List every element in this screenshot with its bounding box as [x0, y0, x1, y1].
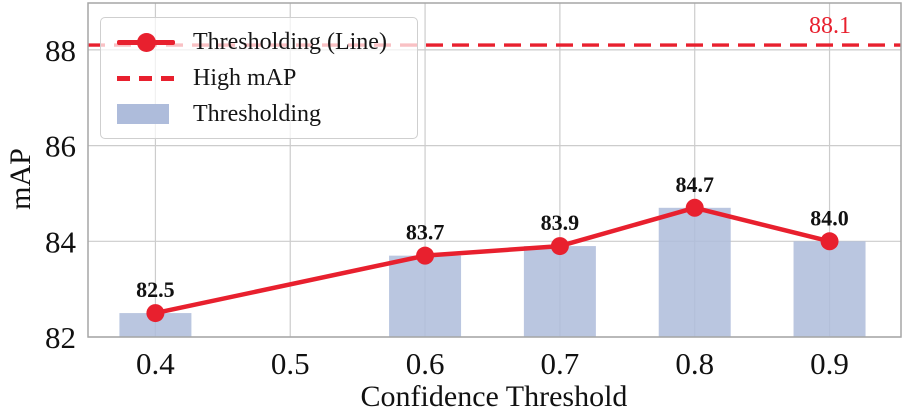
x-tick-0.6: 0.6 — [406, 346, 445, 381]
bar-0.4 — [119, 313, 192, 337]
label-layer: 82.5 83.7 83.9 84.7 84.0 — [136, 172, 849, 302]
legend-row-1: High mAP — [115, 66, 409, 90]
legend-label: Thresholding (Line) — [193, 29, 387, 55]
bar-0.6 — [389, 255, 462, 337]
plot-frame — [87, 2, 902, 338]
x-tick-0.5: 0.5 — [271, 346, 310, 381]
y-tick-84: 84 — [45, 224, 77, 259]
line-layer — [146, 198, 839, 323]
value-label-0.8: 84.7 — [675, 172, 714, 197]
line-marker-0.8 — [685, 198, 704, 217]
bars-layer — [119, 207, 866, 337]
bar-0.9 — [793, 241, 866, 337]
legend-line-marker-icon — [115, 31, 177, 53]
legend-label: High mAP — [193, 65, 297, 91]
y-tick-88: 88 — [45, 33, 76, 68]
x-tick-0.4: 0.4 — [136, 346, 175, 381]
line-marker-0.9 — [820, 232, 839, 251]
line-marker-0.4 — [146, 304, 165, 323]
axis-layer: 82 84 86 88 0.4 0.5 0.6 0.7 0.8 0.9 — [45, 2, 902, 381]
hline-value-label: 88.1 — [809, 13, 851, 39]
value-label-0.9: 84.0 — [810, 205, 849, 230]
legend-row-0: Thresholding (Line) — [115, 30, 409, 54]
y-tick-82: 82 — [45, 320, 76, 355]
x-tick-0.9: 0.9 — [810, 346, 849, 381]
legend-bar-patch-icon — [115, 103, 177, 125]
legend-label: Thresholding — [193, 101, 321, 127]
x-axis-label: Confidence Threshold — [361, 380, 628, 413]
x-tick-0.7: 0.7 — [541, 346, 580, 381]
x-tick-0.8: 0.8 — [675, 346, 714, 381]
line-marker-0.6 — [416, 246, 435, 265]
line-marker-0.7 — [550, 237, 569, 256]
y-axis-label: mAP — [4, 148, 37, 210]
bar-0.8 — [658, 207, 731, 337]
value-label-0.4: 82.5 — [136, 277, 175, 302]
legend: Thresholding (Line) High mAP Thresholding — [100, 17, 418, 139]
value-label-0.6: 83.7 — [406, 220, 445, 245]
y-tick-86: 86 — [45, 129, 76, 164]
bar-0.7 — [523, 246, 596, 337]
value-label-0.7: 83.9 — [541, 210, 580, 235]
legend-dashed-line-icon — [115, 67, 177, 89]
legend-row-2: Thresholding — [115, 102, 409, 126]
